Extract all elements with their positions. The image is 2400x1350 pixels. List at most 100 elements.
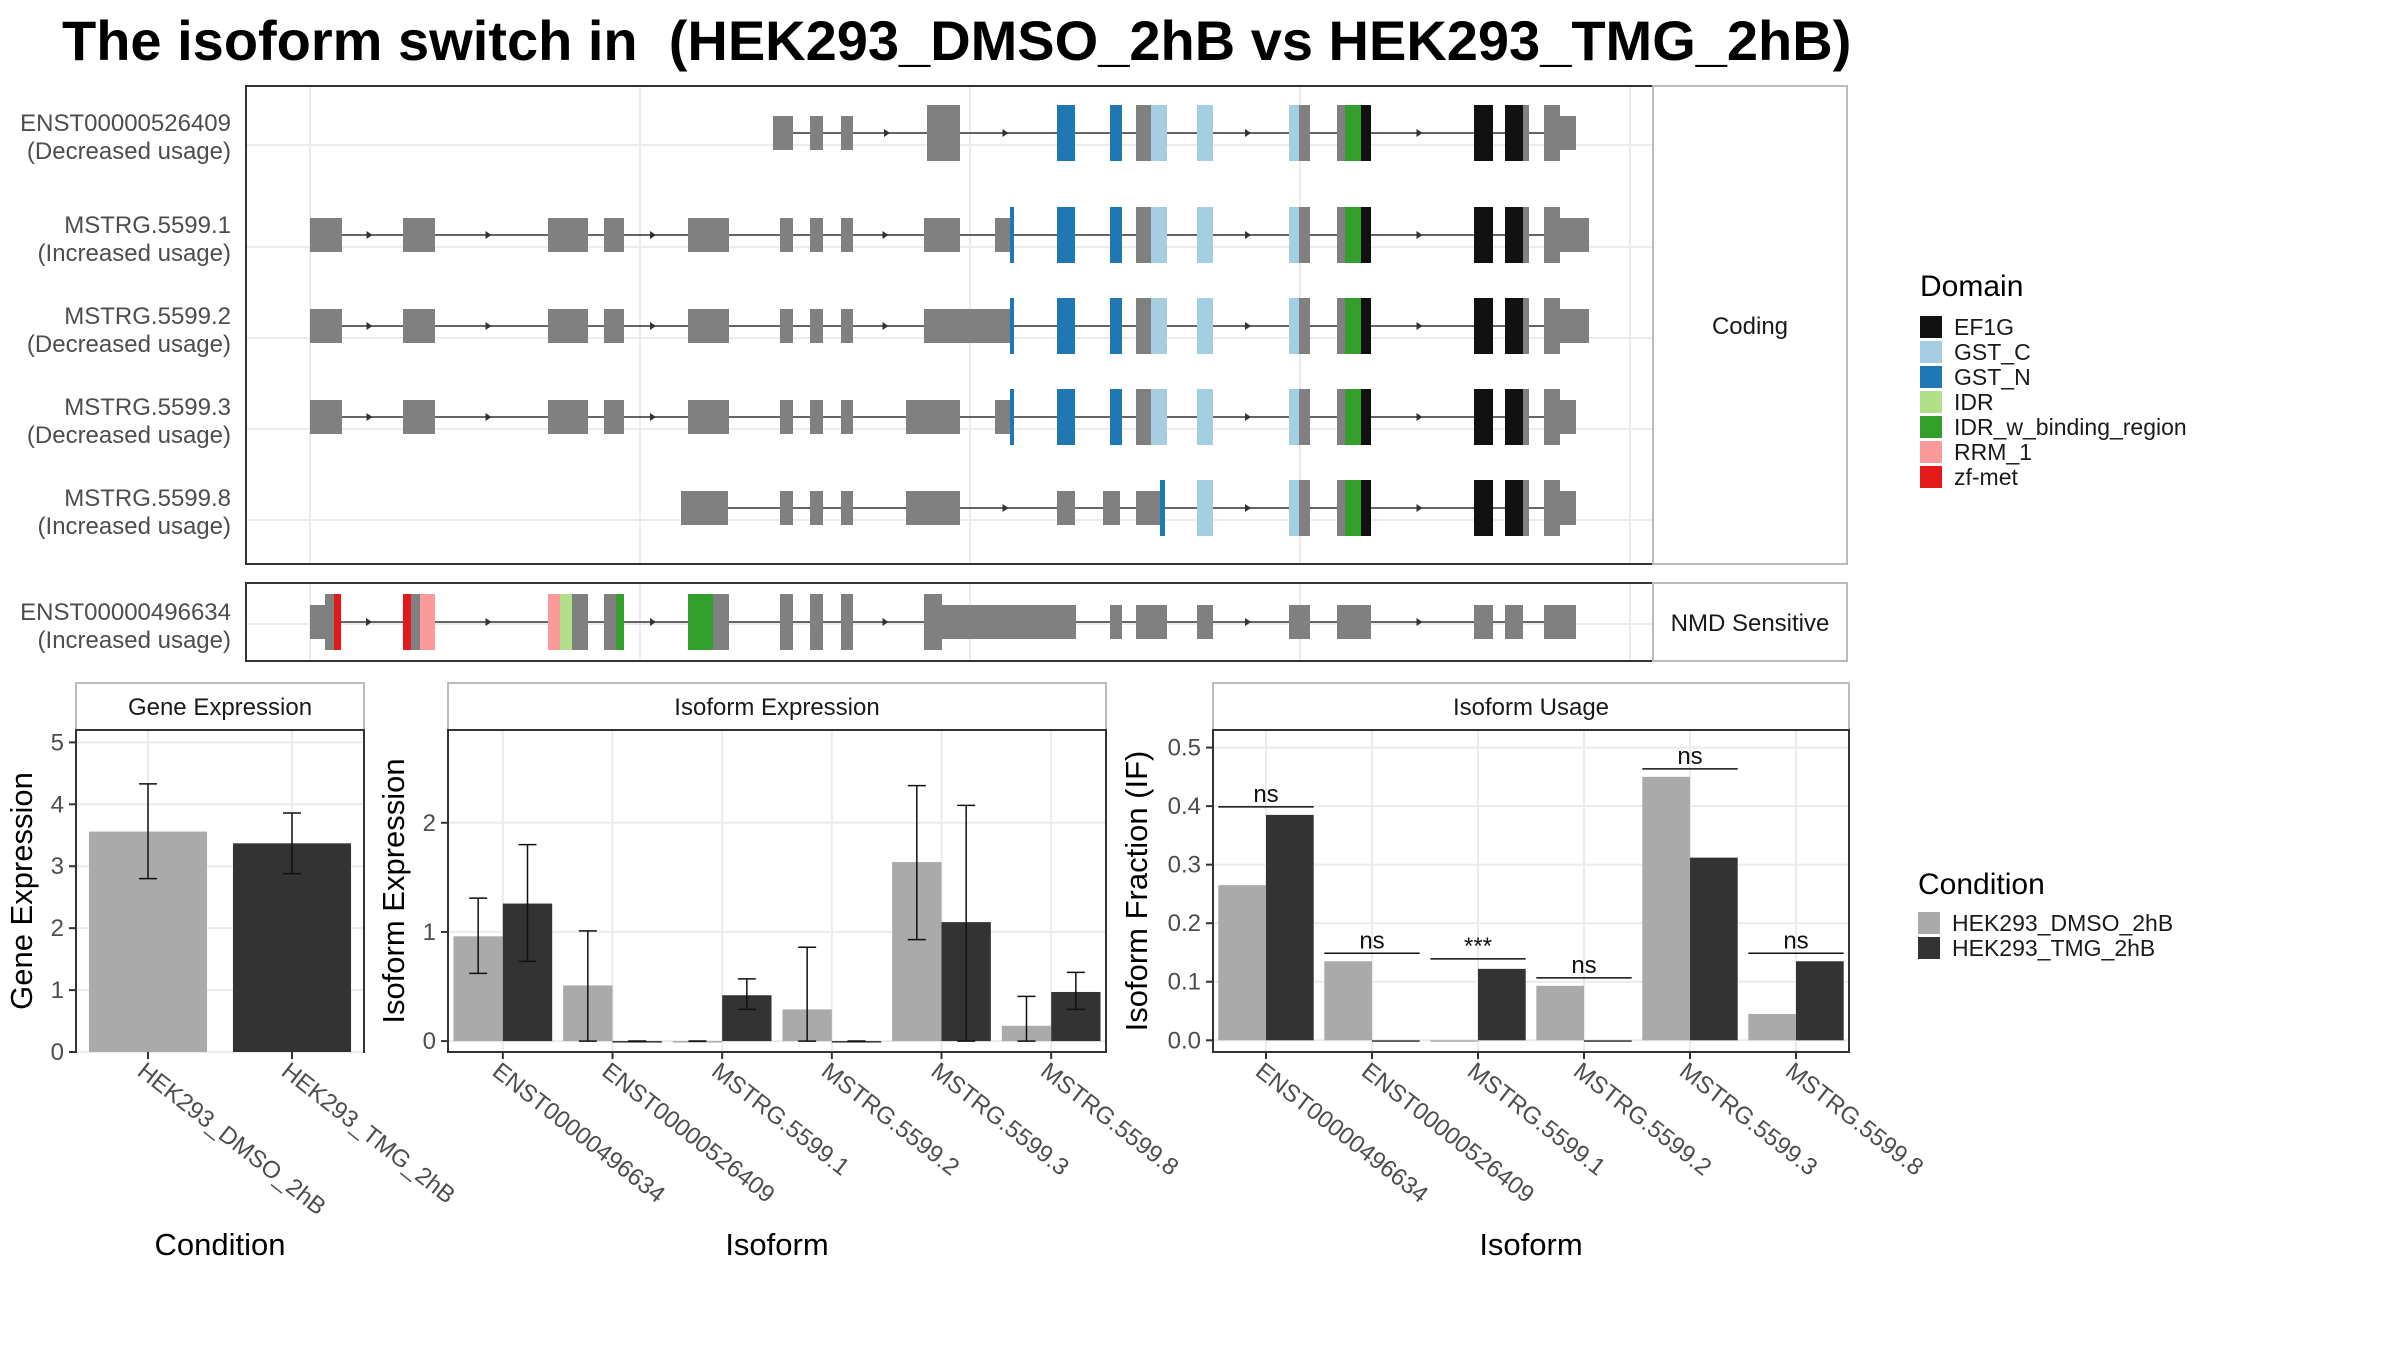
error-bar — [907, 784, 926, 941]
bar — [1690, 857, 1738, 1041]
exon — [841, 218, 853, 252]
figure-title: The isoform switch in (HEK293_DMSO_2hB v… — [62, 9, 1852, 72]
bar — [1478, 968, 1526, 1041]
track-name: MSTRG.5599.1 — [64, 212, 231, 239]
facet-title: Isoform Usage — [1453, 694, 1609, 721]
direction-arrow — [1245, 618, 1251, 626]
direction-arrow — [485, 618, 492, 626]
exon — [1345, 298, 1361, 354]
bar — [1266, 814, 1314, 1041]
exon — [548, 218, 588, 252]
direction-arrow — [1245, 413, 1251, 421]
exon — [780, 309, 793, 343]
direction-arrow — [650, 618, 656, 626]
error-bar — [798, 946, 817, 1042]
exon — [1136, 605, 1167, 639]
track-name: MSTRG.5599.3 — [64, 394, 231, 421]
error-bar — [957, 804, 976, 1042]
significance-label: ns — [1359, 927, 1384, 954]
y-tick-label: 4 — [51, 791, 64, 818]
exon — [1505, 389, 1523, 445]
exon — [1197, 480, 1213, 536]
track-name: MSTRG.5599.8 — [64, 485, 231, 512]
domain-legend-label: zf-met — [1954, 464, 2019, 490]
domain-legend-label: GST_N — [1954, 364, 2031, 390]
exon — [310, 400, 342, 434]
exon — [1197, 298, 1213, 354]
exon — [841, 309, 853, 343]
significance-label: *** — [1464, 933, 1492, 960]
exon — [1560, 491, 1576, 525]
exon — [1136, 207, 1151, 263]
exon — [1505, 298, 1523, 354]
significance-label: ns — [1677, 743, 1702, 770]
direction-arrow — [485, 322, 492, 330]
domain-legend-title: Domain — [1920, 270, 2023, 303]
exon — [810, 218, 823, 252]
exon — [995, 218, 1010, 252]
exon — [1505, 605, 1523, 639]
error-bar — [518, 843, 537, 963]
track-usage: (Increased usage) — [38, 240, 231, 267]
exon — [1505, 207, 1523, 263]
domain-legend-key — [1920, 341, 1942, 363]
exon — [1057, 207, 1075, 263]
exon — [1010, 298, 1014, 354]
exon — [688, 594, 713, 650]
domain-legend-label: GST_C — [1954, 339, 2031, 365]
exon — [560, 594, 572, 650]
exon — [1361, 480, 1371, 536]
bar — [1430, 1040, 1478, 1042]
plot-panel — [1212, 729, 1850, 1053]
significance-label: ns — [1783, 927, 1808, 954]
exon — [681, 491, 728, 525]
exon — [1197, 105, 1213, 161]
exon — [924, 218, 960, 252]
exon — [411, 594, 420, 650]
exon — [773, 116, 793, 150]
y-axis-title: Isoform Fraction (IF) — [1119, 751, 1154, 1032]
exon — [1057, 389, 1075, 445]
y-tick-label: 2 — [51, 915, 64, 942]
exon — [1289, 389, 1299, 445]
y-axis-title: Gene Expression — [4, 772, 39, 1010]
direction-arrow — [1416, 129, 1423, 137]
exon — [1544, 298, 1560, 354]
exon — [942, 605, 1076, 639]
exon — [1474, 480, 1493, 536]
y-tick-label: 0.5 — [1168, 735, 1201, 762]
exon — [1299, 105, 1310, 161]
exon — [1345, 207, 1361, 263]
exon — [310, 218, 342, 252]
exon — [1110, 105, 1122, 161]
exon — [841, 594, 853, 650]
exon — [688, 309, 729, 343]
direction-arrow — [1245, 504, 1251, 512]
direction-arrow — [1245, 231, 1251, 239]
significance-marker: *** — [1430, 933, 1526, 960]
exon — [1505, 105, 1523, 161]
exon — [1160, 480, 1165, 536]
exon — [310, 605, 325, 639]
condition-legend-label: HEK293_TMG_2hB — [1952, 935, 2155, 961]
facet-title: Isoform Expression — [674, 694, 879, 721]
exon — [1560, 309, 1589, 343]
exon — [604, 309, 624, 343]
domain-legend-label: EF1G — [1954, 314, 2014, 340]
direction-arrow — [1002, 504, 1009, 512]
exon — [810, 116, 823, 150]
nmd-strip — [1652, 582, 1848, 662]
y-axis-title: Isoform Expression — [376, 758, 411, 1023]
direction-arrow — [366, 413, 373, 421]
direction-arrow — [485, 413, 492, 421]
significance-marker: ns — [1218, 781, 1314, 808]
x-tick-label: ENST00000496634 — [1250, 1057, 1433, 1208]
exon — [1474, 389, 1493, 445]
significance-label: ns — [1571, 952, 1596, 979]
exon — [1299, 389, 1310, 445]
condition-legend-key — [1918, 937, 1940, 959]
exon — [310, 309, 342, 343]
x-axis-title: Condition — [155, 1227, 286, 1262]
direction-arrow — [1416, 413, 1423, 421]
exon — [1345, 480, 1361, 536]
